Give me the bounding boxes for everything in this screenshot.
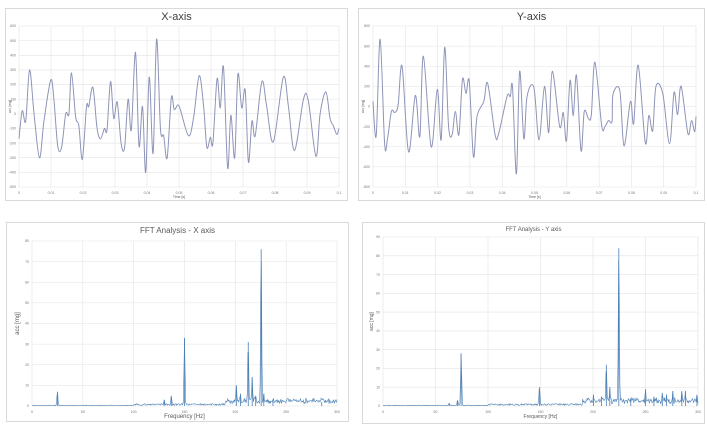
fft-y-svg: FFT Analysis - Y axis 0 10 20 30 40 50 60 70 80 90… [369,227,701,420]
y-tick-label: 10 [25,384,29,388]
x-tick-label: 0.01 [402,191,409,195]
series-line [372,38,697,175]
x-tick-label: 250 [643,410,649,414]
y-tick-label: 10 [376,385,380,389]
y-tick-label: 50 [25,301,29,305]
x-tick-label: 200 [232,410,238,414]
y-tick-label: -400 [363,145,370,149]
y-tick-label: 60 [25,280,29,284]
x-tick-label: 0.09 [660,191,667,195]
chart-title: FFT Analysis - X axis [140,226,215,235]
y-tick-label: 400 [10,53,16,57]
y-tick-label: 90 [376,235,380,239]
y-tick-label: 20 [376,367,380,371]
y-axis-label: acc [mg] [8,100,12,113]
x-tick-label: 150 [538,410,544,414]
x-tick-label: 0.07 [596,191,603,195]
y-tick-label: 60 [376,292,380,296]
x-tick-label: 0.03 [112,191,119,195]
chart-title: Y-axis [517,11,547,23]
chart-fft-x-axis: FFT Analysis - X axis 0 10 20 30 40 50 60 70 80 0 5… [6,222,349,422]
y-tick-label: 100 [10,97,16,101]
x-axis-time-svg: X-axis -500 -400 -300 -200 -100 0 100 200 300 400 5… [8,11,342,199]
x-tick-label: 0.04 [499,191,506,195]
x-tick-label: 0.1 [694,191,699,195]
y-tick-label: 600 [364,44,370,48]
x-tick-label: 0 [18,191,20,195]
x-tick-label: 0.03 [466,191,473,195]
y-tick-label: -400 [9,171,16,175]
x-tick-label: 0.06 [563,191,570,195]
y-tick-label: 300 [10,68,16,72]
x-tick-label: 150 [182,410,188,414]
x-tick-label: 0.02 [434,191,441,195]
x-tick-label: 0.06 [208,191,215,195]
x-axis-label: Time [s] [528,195,540,199]
y-tick-label: 40 [25,322,29,326]
x-tick-label: 0.08 [272,191,279,195]
y-tick-label: -800 [363,185,370,189]
y-axis-label: acc [mg] [15,312,21,335]
fft-x-svg: FFT Analysis - X axis 0 10 20 30 40 50 60 70 80 0 5… [15,226,340,420]
y-axis-label: acc [mg] [369,311,375,331]
y-tick-label: -100 [9,127,16,131]
y-tick-label: 0 [378,404,380,408]
x-tick-label: 0.05 [176,191,183,195]
y-tick-label: 800 [364,24,370,28]
x-tick-label: 300 [695,410,701,414]
x-tick-label: 0.05 [531,191,538,195]
y-tick-label: 30 [376,348,380,352]
x-tick-label: 0.04 [144,191,151,195]
x-tick-label: 0.02 [80,191,87,195]
x-tick-label: 100 [131,410,137,414]
y-tick-label: 80 [25,239,29,243]
y-tick-label: 600 [10,24,16,28]
y-tick-label: -600 [363,165,370,169]
x-tick-label: 0 [382,410,384,414]
x-tick-label: 200 [590,410,596,414]
series-line [18,38,340,173]
x-axis-label: Frequency [Hz] [524,414,559,420]
x-tick-label: 300 [334,410,340,414]
series-line [31,261,338,407]
y-tick-label: -500 [9,185,16,189]
y-tick-label: 40 [376,329,380,333]
x-tick-label: 0.08 [628,191,635,195]
y-tick-label: 70 [25,260,29,264]
y-tick-label: 70 [376,273,380,277]
y-tick-label: 30 [25,342,29,346]
chart-title: FFT Analysis - Y axis [505,227,561,233]
chart-y-axis-time: Y-axis -800 -600 -400 -200 0 200 400 600 800 0 0.01… [358,8,705,201]
y-tick-label: 0 [368,105,370,109]
x-tick-label: 0.09 [304,191,311,195]
x-tick-label: 0.07 [240,191,247,195]
y-axis-label: acc [mg] [361,100,365,113]
x-tick-label: 50 [81,410,85,414]
y-tick-label: 400 [364,64,370,68]
y-tick-label: -200 [363,125,370,129]
y-tick-label: 20 [25,363,29,367]
x-tick-label: 0.1 [337,191,342,195]
y-tick-label: -300 [9,156,16,160]
x-tick-label: 0.01 [48,191,55,195]
y-tick-label: 50 [376,310,380,314]
x-tick-label: 0 [372,191,374,195]
y-tick-label: -200 [9,141,16,145]
y-axis-time-svg: Y-axis -800 -600 -400 -200 0 200 400 600 800 0 0.01… [361,11,699,199]
y-tick-label: 200 [364,85,370,89]
chart-fft-y-axis: FFT Analysis - Y axis 0 10 20 30 40 50 60 70 80 90… [362,222,705,424]
x-axis-label: Frequency [Hz] [164,414,205,420]
y-tick-label: 0 [14,112,16,116]
chart-x-axis-time: X-axis -500 -400 -300 -200 -100 0 100 200 300 400 5… [5,8,348,201]
y-tick-label: 80 [376,254,380,258]
x-tick-label: 50 [434,410,438,414]
y-tick-label: 0 [27,404,29,408]
chart-title: X-axis [161,11,192,23]
x-tick-label: 0 [31,410,33,414]
x-tick-label: 250 [283,410,289,414]
x-tick-label: 100 [485,410,491,414]
x-axis-label: Time [s] [173,195,185,199]
y-tick-label: 500 [10,39,16,43]
y-tick-label: 200 [10,83,16,87]
